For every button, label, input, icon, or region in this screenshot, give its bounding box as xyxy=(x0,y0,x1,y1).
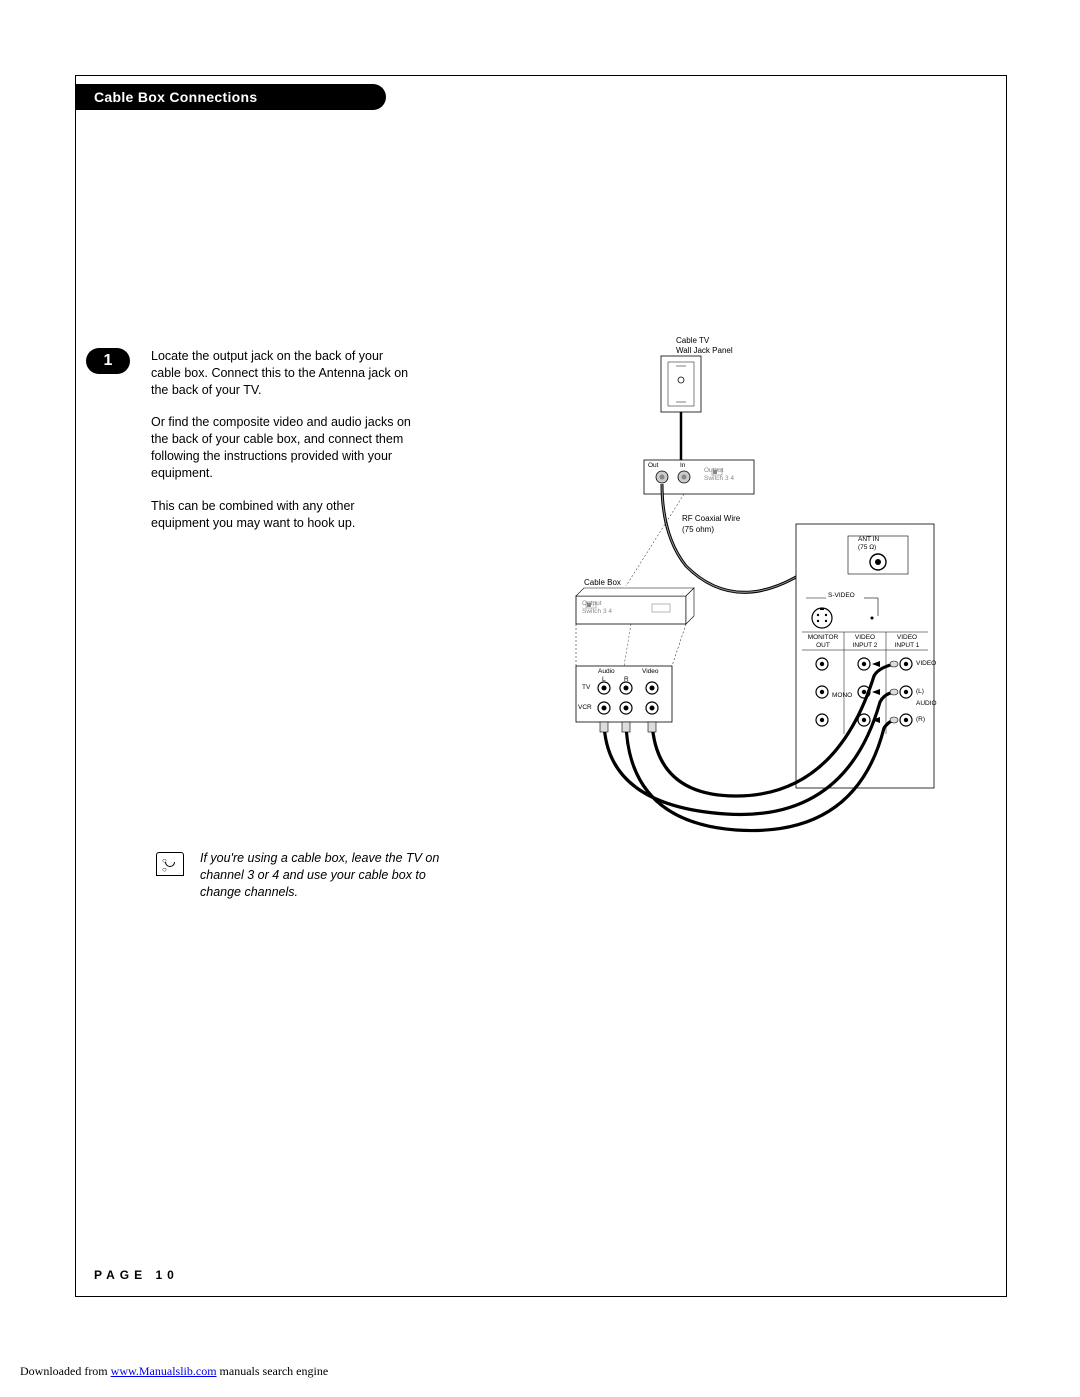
label-audio: Audio xyxy=(598,668,615,676)
tip-text: If you're using a cable box, leave the T… xyxy=(200,850,460,901)
label-monitor-out: MONITOR OUT xyxy=(804,634,842,650)
footer-link[interactable]: www.Manualslib.com xyxy=(111,1364,217,1378)
label-vcr-row: VCR xyxy=(578,704,592,712)
label-cable-box: Cable Box xyxy=(584,578,621,588)
label-cb-switch: Switch 3 4 xyxy=(582,608,612,616)
step-1-para-1: Locate the output jack on the back of yo… xyxy=(151,348,411,399)
diagram-svg xyxy=(476,336,976,866)
label-video: Video xyxy=(642,668,659,676)
step-badge-1: 1 xyxy=(86,348,130,374)
footer-attribution: Downloaded from www.Manualslib.com manua… xyxy=(20,1364,328,1379)
label-jack-r: (R) xyxy=(916,716,925,724)
page-number: PAGE 10 xyxy=(94,1268,179,1282)
label-video-jack: VIDEO xyxy=(916,660,936,668)
label-tv-row: TV xyxy=(582,684,590,692)
tv-tip-icon: ○ ○ xyxy=(156,852,184,876)
label-l: L xyxy=(602,676,606,684)
label-wall-jack: Wall Jack Panel xyxy=(676,346,733,356)
step-1-para-3: This can be combined with any other equi… xyxy=(151,498,411,532)
label-video-in1: VIDEO INPUT 1 xyxy=(888,634,926,650)
label-ant-in: ANT IN xyxy=(858,536,879,544)
label-svideo: S-VIDEO xyxy=(828,592,855,600)
connection-diagram: Cable TV Wall Jack Panel Out In Output S… xyxy=(476,336,976,866)
label-in: In xyxy=(680,462,685,470)
label-r: R xyxy=(624,676,629,684)
label-ant-ohm: (75 Ω) xyxy=(858,544,876,552)
step-1-para-2: Or find the composite video and audio ja… xyxy=(151,414,411,482)
label-switch-34: Switch 3 4 xyxy=(704,475,734,483)
label-output: Output xyxy=(704,467,724,475)
footer-suffix: manuals search engine xyxy=(217,1364,329,1378)
label-video-in2: VIDEO INPUT 2 xyxy=(846,634,884,650)
label-rf-ohm: (75 ohm) xyxy=(682,525,714,535)
label-rf-wire: RF Coaxial Wire xyxy=(682,514,740,524)
label-jack-l: (L) xyxy=(916,688,924,696)
label-cb-output: Output xyxy=(582,600,602,608)
footer-prefix: Downloaded from xyxy=(20,1364,111,1378)
label-mono: MONO xyxy=(832,692,852,700)
label-cable-tv: Cable TV xyxy=(676,336,709,346)
page-frame: Cable Box Connections 1 Locate the outpu… xyxy=(75,75,1007,1297)
section-header: Cable Box Connections xyxy=(76,84,386,110)
label-out: Out xyxy=(648,462,658,470)
label-audio-right-col: AUDIO xyxy=(916,700,937,708)
